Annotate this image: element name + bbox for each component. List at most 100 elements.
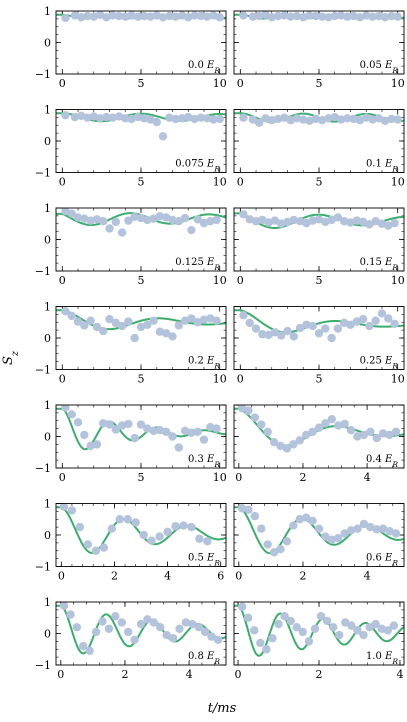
data-point — [371, 619, 380, 629]
data-point — [292, 11, 302, 21]
x-tick-label: 5 — [316, 77, 323, 90]
plot-area — [234, 602, 404, 657]
panel-label: 0.4 ER — [366, 454, 398, 469]
data-point — [131, 518, 140, 527]
x-tick-label: 10 — [391, 176, 405, 189]
data-point — [385, 430, 394, 440]
data-point — [108, 113, 117, 122]
data-point — [391, 427, 401, 436]
x-tick-label: 10 — [391, 373, 405, 386]
data-point — [251, 324, 261, 333]
data-point — [215, 13, 224, 22]
data-point — [59, 602, 69, 610]
data-point — [258, 215, 267, 225]
data-point — [67, 506, 77, 515]
data-point — [237, 405, 247, 413]
x-tick-label: 0 — [235, 570, 242, 583]
data-point — [334, 533, 343, 543]
panel-14: 0 2 4 1.0 ER — [233, 601, 405, 681]
data-point — [130, 433, 139, 443]
x-tick-label: 2 — [299, 471, 306, 484]
y-tick-label: 0 — [44, 431, 51, 444]
data-point — [372, 433, 381, 443]
data-point — [324, 13, 333, 22]
data-point — [149, 316, 158, 325]
data-point — [133, 12, 143, 21]
data-point — [333, 213, 343, 222]
data-point — [256, 638, 265, 648]
data-point — [263, 540, 272, 549]
data-point — [147, 536, 156, 545]
plot-area — [234, 309, 404, 343]
data-point — [261, 11, 270, 19]
x-tick-label: 0 — [237, 373, 244, 386]
data-point — [264, 218, 273, 227]
data-point — [177, 114, 187, 123]
y-tick-label: 1 — [44, 104, 51, 117]
y-tick-label: 1 — [44, 202, 51, 215]
data-point — [149, 618, 159, 627]
x-tick-label: 5 — [138, 176, 145, 189]
data-point — [187, 314, 196, 323]
data-point — [333, 324, 343, 333]
data-point — [314, 215, 324, 224]
data-point — [187, 225, 196, 235]
data-point — [212, 424, 221, 433]
data-point — [366, 427, 375, 436]
data-point — [314, 423, 324, 432]
data-point — [195, 534, 204, 543]
panel-label: 0.0 ER — [188, 60, 220, 75]
data-point — [161, 427, 171, 436]
data-point — [209, 11, 218, 20]
data-point — [91, 627, 101, 637]
y-tick-label: 0 — [44, 529, 51, 542]
panel-label: 0.075 ER — [175, 159, 220, 174]
data-point — [327, 333, 336, 343]
x-tick-label: 5 — [138, 77, 145, 90]
panel-label: 0.125 ER — [175, 257, 220, 272]
data-point — [143, 215, 152, 225]
data-point — [83, 11, 92, 21]
data-point — [124, 216, 133, 225]
x-tick-label: 2 — [299, 570, 306, 583]
data-point — [202, 12, 212, 21]
plot-area — [56, 208, 226, 237]
panel-label: 0.1 ER — [366, 159, 398, 174]
data-point — [305, 116, 314, 126]
data-point — [114, 11, 124, 21]
plot-area — [56, 11, 226, 23]
x-tick-label: 0 — [59, 471, 66, 484]
plot-area — [56, 602, 226, 656]
data-point — [280, 611, 289, 621]
data-point — [353, 432, 362, 441]
data-point — [347, 621, 356, 630]
panel-frame — [55, 503, 227, 567]
data-point — [187, 522, 196, 532]
data-point — [257, 420, 266, 429]
data-point — [250, 626, 259, 635]
data-point — [124, 419, 133, 429]
data-point — [105, 224, 114, 233]
data-point — [353, 524, 362, 533]
panel-frame — [233, 207, 405, 272]
x-tick-label: 0 — [59, 373, 66, 386]
data-point — [111, 318, 121, 328]
fit-line — [234, 604, 404, 657]
data-point — [133, 112, 143, 122]
x-tick-label: 0 — [59, 176, 66, 189]
data-point — [70, 11, 80, 20]
data-point — [377, 219, 387, 228]
panel-4: 0 5 10 0.1 ER — [233, 109, 405, 189]
data-point — [67, 410, 76, 419]
data-point — [158, 13, 168, 22]
data-point — [335, 630, 344, 640]
data-point — [244, 505, 253, 514]
panel-label: 0.3 ER — [188, 454, 220, 469]
data-point — [327, 535, 337, 544]
data-point — [248, 115, 258, 124]
panel-frame — [55, 109, 227, 173]
x-tick-label: 10 — [213, 274, 227, 287]
data-point — [310, 624, 320, 633]
data-point — [304, 637, 314, 646]
